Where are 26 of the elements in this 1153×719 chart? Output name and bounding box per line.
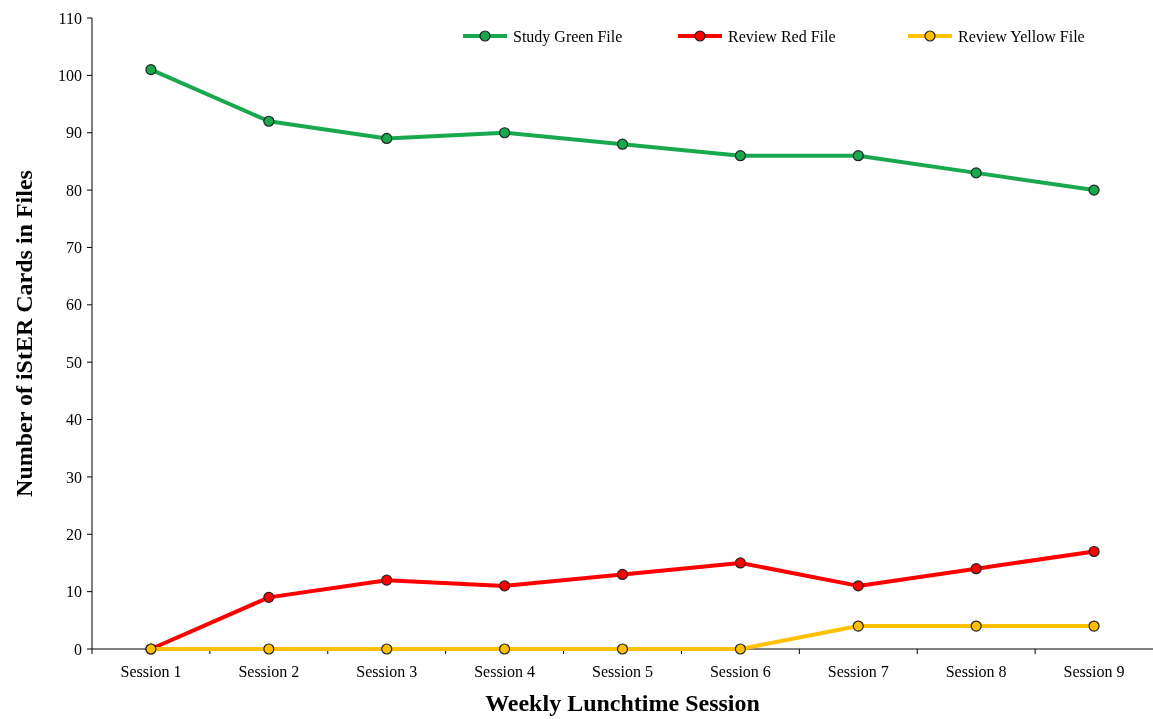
y-axis-title: Number of iStER Cards in Files (11, 170, 37, 497)
x-tick-label: Session 5 (592, 663, 653, 680)
y-tick-label: 60 (66, 296, 82, 314)
y-tick-label: 80 (66, 181, 82, 199)
y-tick-label: 90 (66, 124, 82, 142)
y-tick-label: 110 (58, 9, 82, 27)
x-tick-label: Session 4 (474, 663, 536, 680)
y-tick-label: 70 (66, 239, 82, 257)
y-tick-label: 30 (66, 468, 82, 486)
x-tick-label: Session 8 (945, 663, 1007, 680)
x-tick-label: Session 7 (827, 663, 889, 680)
x-tick-label: Session 2 (238, 663, 300, 680)
legend-label: Review Yellow File (958, 27, 1085, 45)
x-tick-label: Session 3 (356, 663, 418, 680)
x-tick-label: Session 9 (1063, 663, 1125, 680)
y-tick-label: 10 (66, 583, 82, 601)
y-tick-label: 40 (66, 411, 82, 429)
y-tick-label: 20 (66, 525, 82, 543)
legend-label: Study Green File (513, 27, 623, 46)
y-tick-label: 0 (74, 640, 82, 658)
x-tick-label: Session 6 (709, 663, 771, 680)
legend-label: Review Red File (728, 27, 836, 45)
y-tick-label: 50 (66, 353, 82, 371)
x-axis-title: Weekly Lunchtime Session (485, 690, 760, 716)
y-tick-label: 100 (58, 66, 82, 84)
x-tick-label: Session 1 (120, 663, 182, 680)
